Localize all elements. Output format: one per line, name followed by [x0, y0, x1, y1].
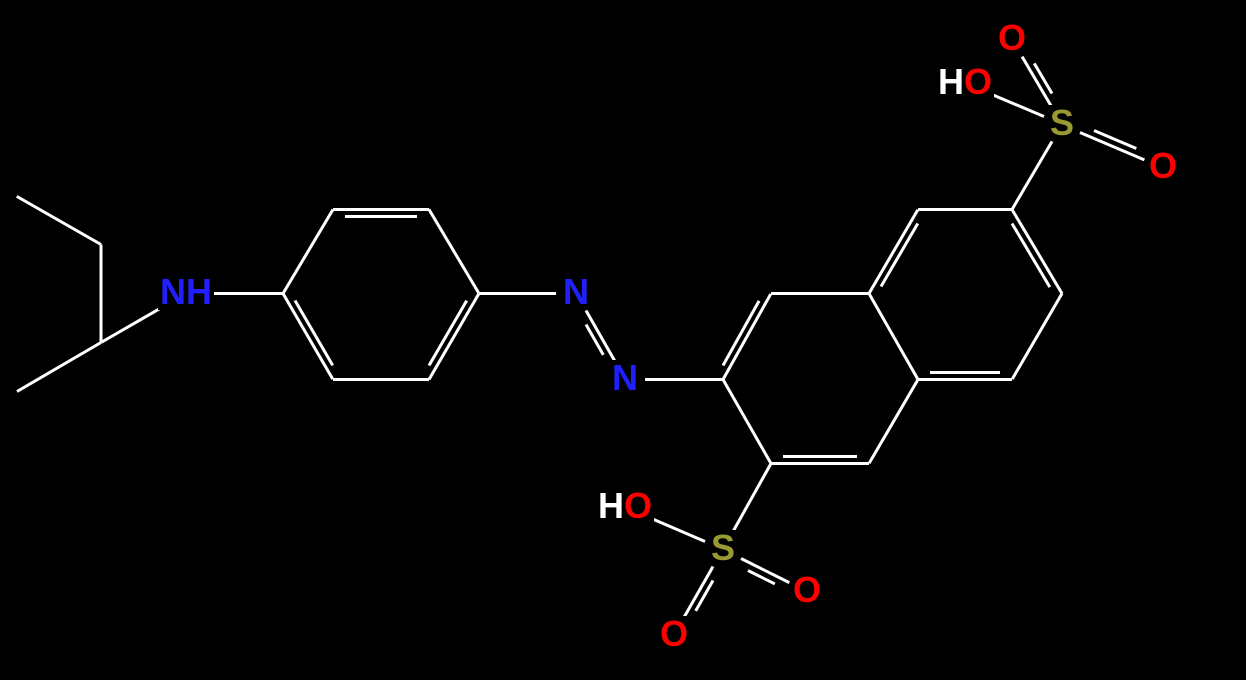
bond — [345, 215, 417, 218]
atom-o: O — [1147, 148, 1179, 184]
bond — [100, 245, 103, 343]
atom-o: HO — [936, 64, 994, 100]
bond — [282, 209, 335, 295]
molecule-canvas: NHNNSOOHOSOOHO — [0, 0, 1246, 680]
atom-o: HO — [596, 488, 654, 524]
atom-o: O — [791, 572, 823, 608]
bond — [16, 195, 101, 246]
bond — [683, 566, 715, 619]
bond — [428, 293, 481, 380]
bond — [783, 455, 857, 458]
bond — [16, 341, 102, 393]
bond — [748, 569, 776, 585]
atom-n: NH — [158, 274, 214, 310]
atom-n: N — [610, 360, 640, 396]
atom-s: S — [709, 530, 737, 566]
bond — [1021, 56, 1053, 108]
bond — [868, 209, 920, 295]
bond — [645, 378, 723, 381]
bond — [1011, 293, 1064, 380]
bond — [722, 379, 773, 464]
bond — [771, 462, 869, 465]
atom-n: N — [561, 274, 591, 310]
bond — [479, 292, 556, 295]
atom-o: O — [658, 616, 690, 652]
bond — [918, 378, 1012, 381]
bond — [992, 94, 1044, 118]
bond — [1011, 141, 1053, 210]
bond — [771, 292, 869, 295]
bond — [333, 208, 429, 211]
atom-o: O — [996, 20, 1028, 56]
bond — [722, 293, 773, 380]
bond — [918, 208, 1012, 211]
bond — [1011, 209, 1064, 295]
bond — [868, 379, 920, 465]
bond — [930, 371, 1000, 374]
bond — [585, 310, 617, 363]
bond — [206, 292, 283, 295]
bond — [880, 223, 919, 288]
atom-s: S — [1048, 105, 1076, 141]
bond — [428, 209, 481, 295]
bond — [731, 463, 772, 533]
bond — [721, 300, 760, 367]
bond — [428, 300, 469, 367]
bond — [868, 293, 920, 380]
bond — [652, 518, 705, 543]
bond — [294, 300, 335, 367]
bond — [333, 378, 429, 381]
bond — [1011, 223, 1051, 288]
bond — [282, 293, 335, 380]
